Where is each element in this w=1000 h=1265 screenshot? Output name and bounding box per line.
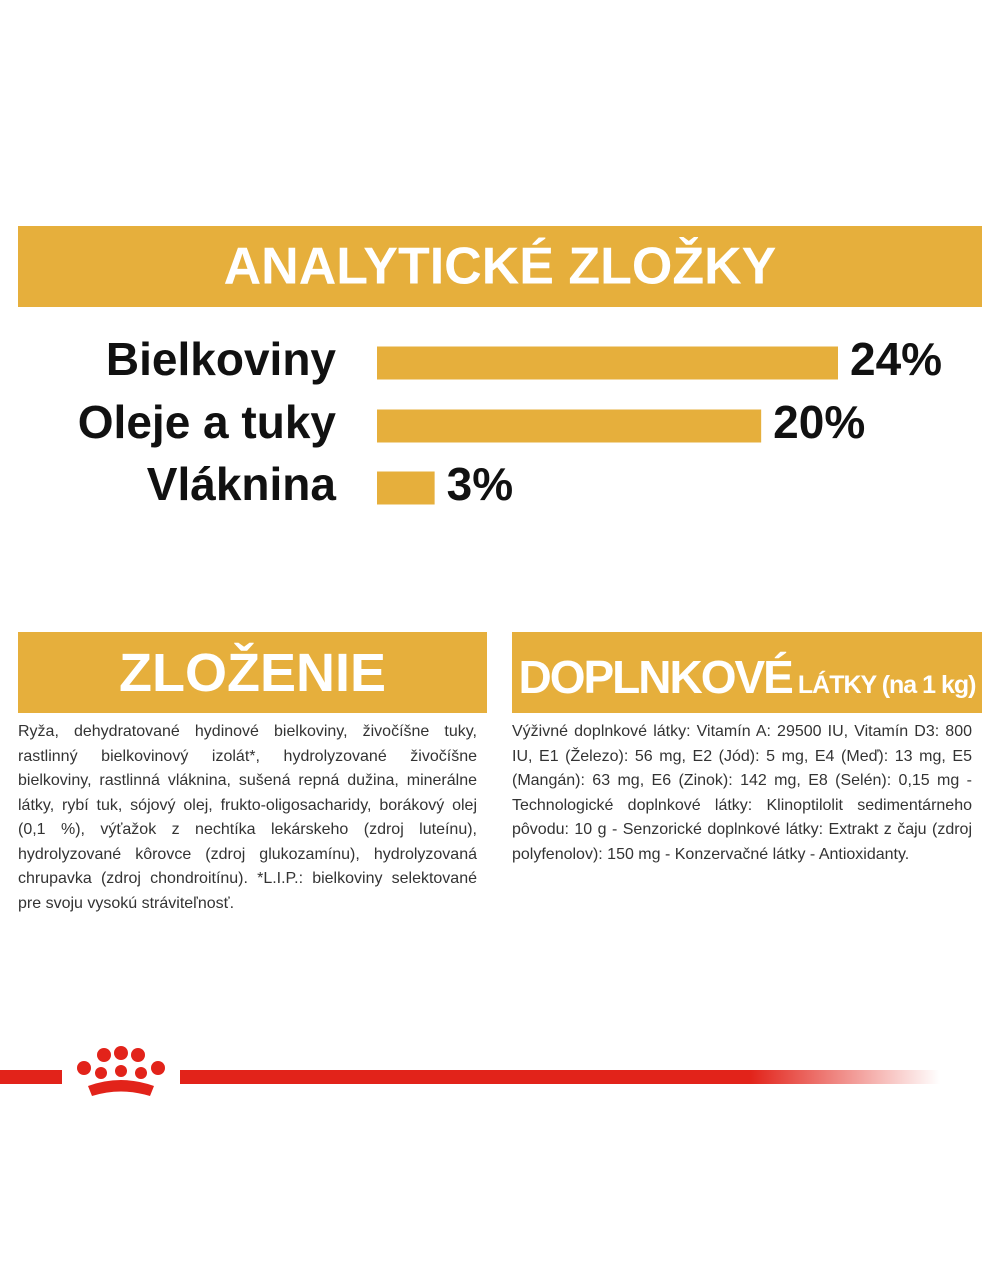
- bar: [377, 471, 435, 505]
- section-subtitle: LÁTKY (na 1 kg): [797, 671, 977, 699]
- brand-line: [180, 1070, 940, 1084]
- section-header: DOPLNKOVÉ LÁTKY (na 1 kg): [512, 632, 982, 713]
- title-banner: [18, 226, 982, 307]
- brand-logo: [0, 1046, 940, 1096]
- value-label: 24%: [850, 333, 942, 385]
- section-text: Ryža, dehydratované hydinové bielkoviny,…: [18, 723, 477, 912]
- category-label: Vláknina: [147, 458, 337, 510]
- category-label: Bielkoviny: [106, 333, 337, 385]
- section-title: DOPLNKOVÉ: [518, 651, 794, 703]
- section-text: Výživné doplnkové látky: Vitamín A: 2950…: [512, 723, 972, 863]
- category-label: Oleje a tuky: [78, 396, 337, 448]
- bar: [377, 346, 838, 380]
- value-label: 3%: [447, 458, 513, 510]
- section-title: ZLOŽENIE: [119, 642, 386, 703]
- section-header: ZLOŽENIE: [18, 632, 487, 713]
- chart: ANALYTICKÉ ZLOŽKY Bielkoviny 24% Oleje a t…: [18, 226, 982, 510]
- value-label: 20%: [773, 396, 865, 448]
- bar: [377, 409, 762, 443]
- chart-title: ANALYTICKÉ ZLOŽKY: [224, 237, 777, 296]
- crown: [77, 1046, 165, 1096]
- brand-line: [0, 1070, 62, 1084]
